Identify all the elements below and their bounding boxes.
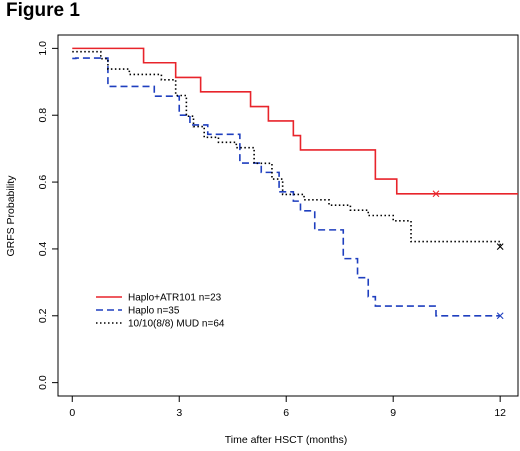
censor-mark	[432, 190, 440, 198]
legend-label-1: Haplo n=35	[128, 306, 180, 317]
x-tick-label: 3	[176, 407, 182, 419]
legend-label-2: 10/10(8/8) MUD n=64	[128, 319, 225, 330]
x-axis: 0 3 6 9 12	[69, 395, 506, 419]
censor-mark	[496, 312, 504, 320]
censor-mark	[496, 243, 504, 250]
series-layer	[72, 47, 518, 320]
y-axis: 0.0 0.2 0.4 0.6 0.8 1.0	[37, 41, 59, 390]
y-tick-label: 0.6	[37, 175, 49, 190]
y-tick-label: 0.0	[37, 375, 49, 390]
legend-label-0: Haplo+ATR101 n=23	[128, 293, 222, 304]
y-tick-label: 1.0	[37, 41, 49, 56]
x-axis-label: Time after HSCT (months)	[225, 434, 348, 446]
series-line-2	[72, 50, 501, 247]
x-tick-label: 6	[283, 407, 289, 419]
y-tick-label: 0.8	[37, 108, 49, 123]
x-tick-label: 9	[390, 407, 396, 419]
x-tick-label: 0	[69, 407, 75, 419]
figure-title: Figure 1	[6, 0, 80, 21]
plot-frame	[57, 34, 519, 397]
series-line-1	[72, 57, 501, 317]
y-tick-label: 0.2	[37, 308, 49, 323]
series-line-0	[72, 47, 518, 195]
x-tick-label: 12	[494, 407, 506, 419]
y-tick-label: 0.4	[37, 241, 49, 256]
legend: Haplo+ATR101 n=23 Haplo n=35 10/10(8/8) MU…	[96, 293, 225, 330]
y-axis-label: GRFS Probability	[5, 175, 17, 257]
